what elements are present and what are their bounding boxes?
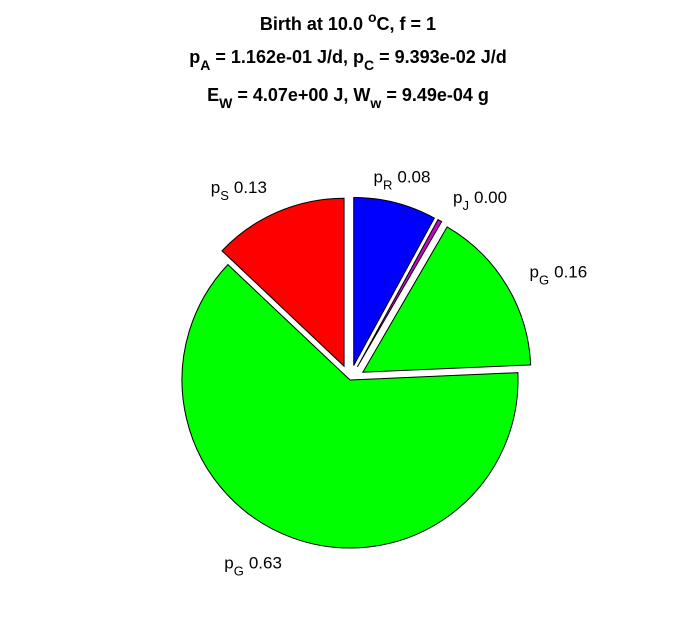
chart-title: pA = 1.162e-01 J/d, pC = 9.393e-02 J/d xyxy=(189,47,506,73)
label-symbol: p xyxy=(374,168,383,187)
title-part: = 4.07e+00 J, W xyxy=(232,85,370,105)
pie-slice xyxy=(353,196,436,366)
title-part: E xyxy=(207,85,219,105)
title-part: A xyxy=(200,57,210,73)
title-part: W xyxy=(219,95,233,111)
slice-label: pJ 0.00 xyxy=(453,188,507,213)
label-subscript: G xyxy=(234,564,244,579)
title-part: p xyxy=(189,47,200,67)
value-label: 0.16 xyxy=(554,262,587,281)
pie-slice xyxy=(361,226,532,373)
chart-title: EW = 4.07e+00 J, Ww = 9.49e-04 g xyxy=(207,85,489,111)
value-label: 0.00 xyxy=(474,188,507,207)
value-label: 0.08 xyxy=(397,168,430,187)
label-symbol: p xyxy=(211,178,220,197)
slice-label: pG 0.16 xyxy=(530,262,588,287)
chart-title: Birth at 10.0 oC, f = 1 xyxy=(260,9,436,34)
value-label: 0.13 xyxy=(234,178,267,197)
label-symbol: p xyxy=(224,554,233,573)
label-subscript: R xyxy=(383,178,392,193)
label-symbol: p xyxy=(530,262,539,281)
label-subscript: J xyxy=(463,198,470,213)
title-part: C, f = 1 xyxy=(377,14,437,34)
slice-label: pG 0.63 xyxy=(224,554,282,579)
slice-label: pR 0.08 xyxy=(374,168,431,193)
title-part: o xyxy=(368,9,377,25)
value-label: 0.63 xyxy=(249,554,282,573)
pie-slice xyxy=(221,197,345,368)
title-part: w xyxy=(369,95,381,111)
title-part: = 9.49e-04 g xyxy=(381,85,489,105)
title-part: = 1.162e-01 J/d, p xyxy=(210,47,364,67)
pie-slice xyxy=(356,218,443,368)
title-part: = 9.393e-02 J/d xyxy=(374,47,507,67)
label-subscript: S xyxy=(220,188,229,203)
label-subscript: G xyxy=(539,272,549,287)
title-part: Birth at 10.0 xyxy=(260,14,368,34)
pie-slice xyxy=(181,263,519,549)
slice-label: pS 0.13 xyxy=(211,178,267,203)
label-symbol: p xyxy=(453,188,462,207)
title-part: C xyxy=(364,57,374,73)
